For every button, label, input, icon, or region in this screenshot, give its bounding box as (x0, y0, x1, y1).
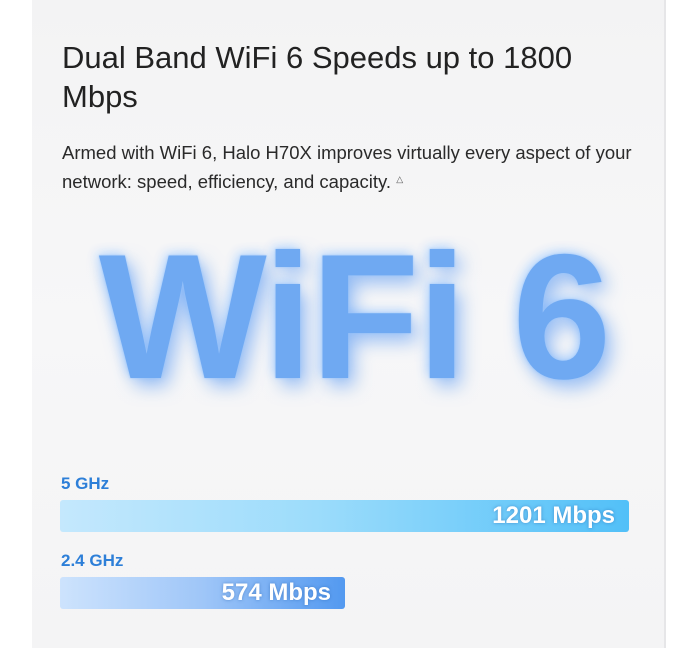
wifi6-logo: WiFi 6 (98, 217, 612, 416)
band-label-5ghz: 5 GHz (61, 474, 110, 493)
speed-bar-5ghz: 1201 Mbps (60, 500, 629, 532)
description: Armed with WiFi 6, Halo H70X improves vi… (62, 140, 642, 195)
speed-value-5ghz: 1201 Mbps (492, 502, 615, 529)
description-text: Armed with WiFi 6, Halo H70X improves vi… (62, 142, 632, 192)
speed-bar-2-4ghz: 574 Mbps (60, 577, 345, 609)
content-panel (32, 0, 666, 648)
footnote-mark: △ (396, 174, 404, 184)
speed-value-2-4ghz: 574 Mbps (221, 579, 331, 606)
band-label-2-4ghz: 2.4 GHz (61, 551, 124, 570)
page-title: Dual Band WiFi 6 Speeds up to 1800 Mbps (62, 40, 573, 114)
